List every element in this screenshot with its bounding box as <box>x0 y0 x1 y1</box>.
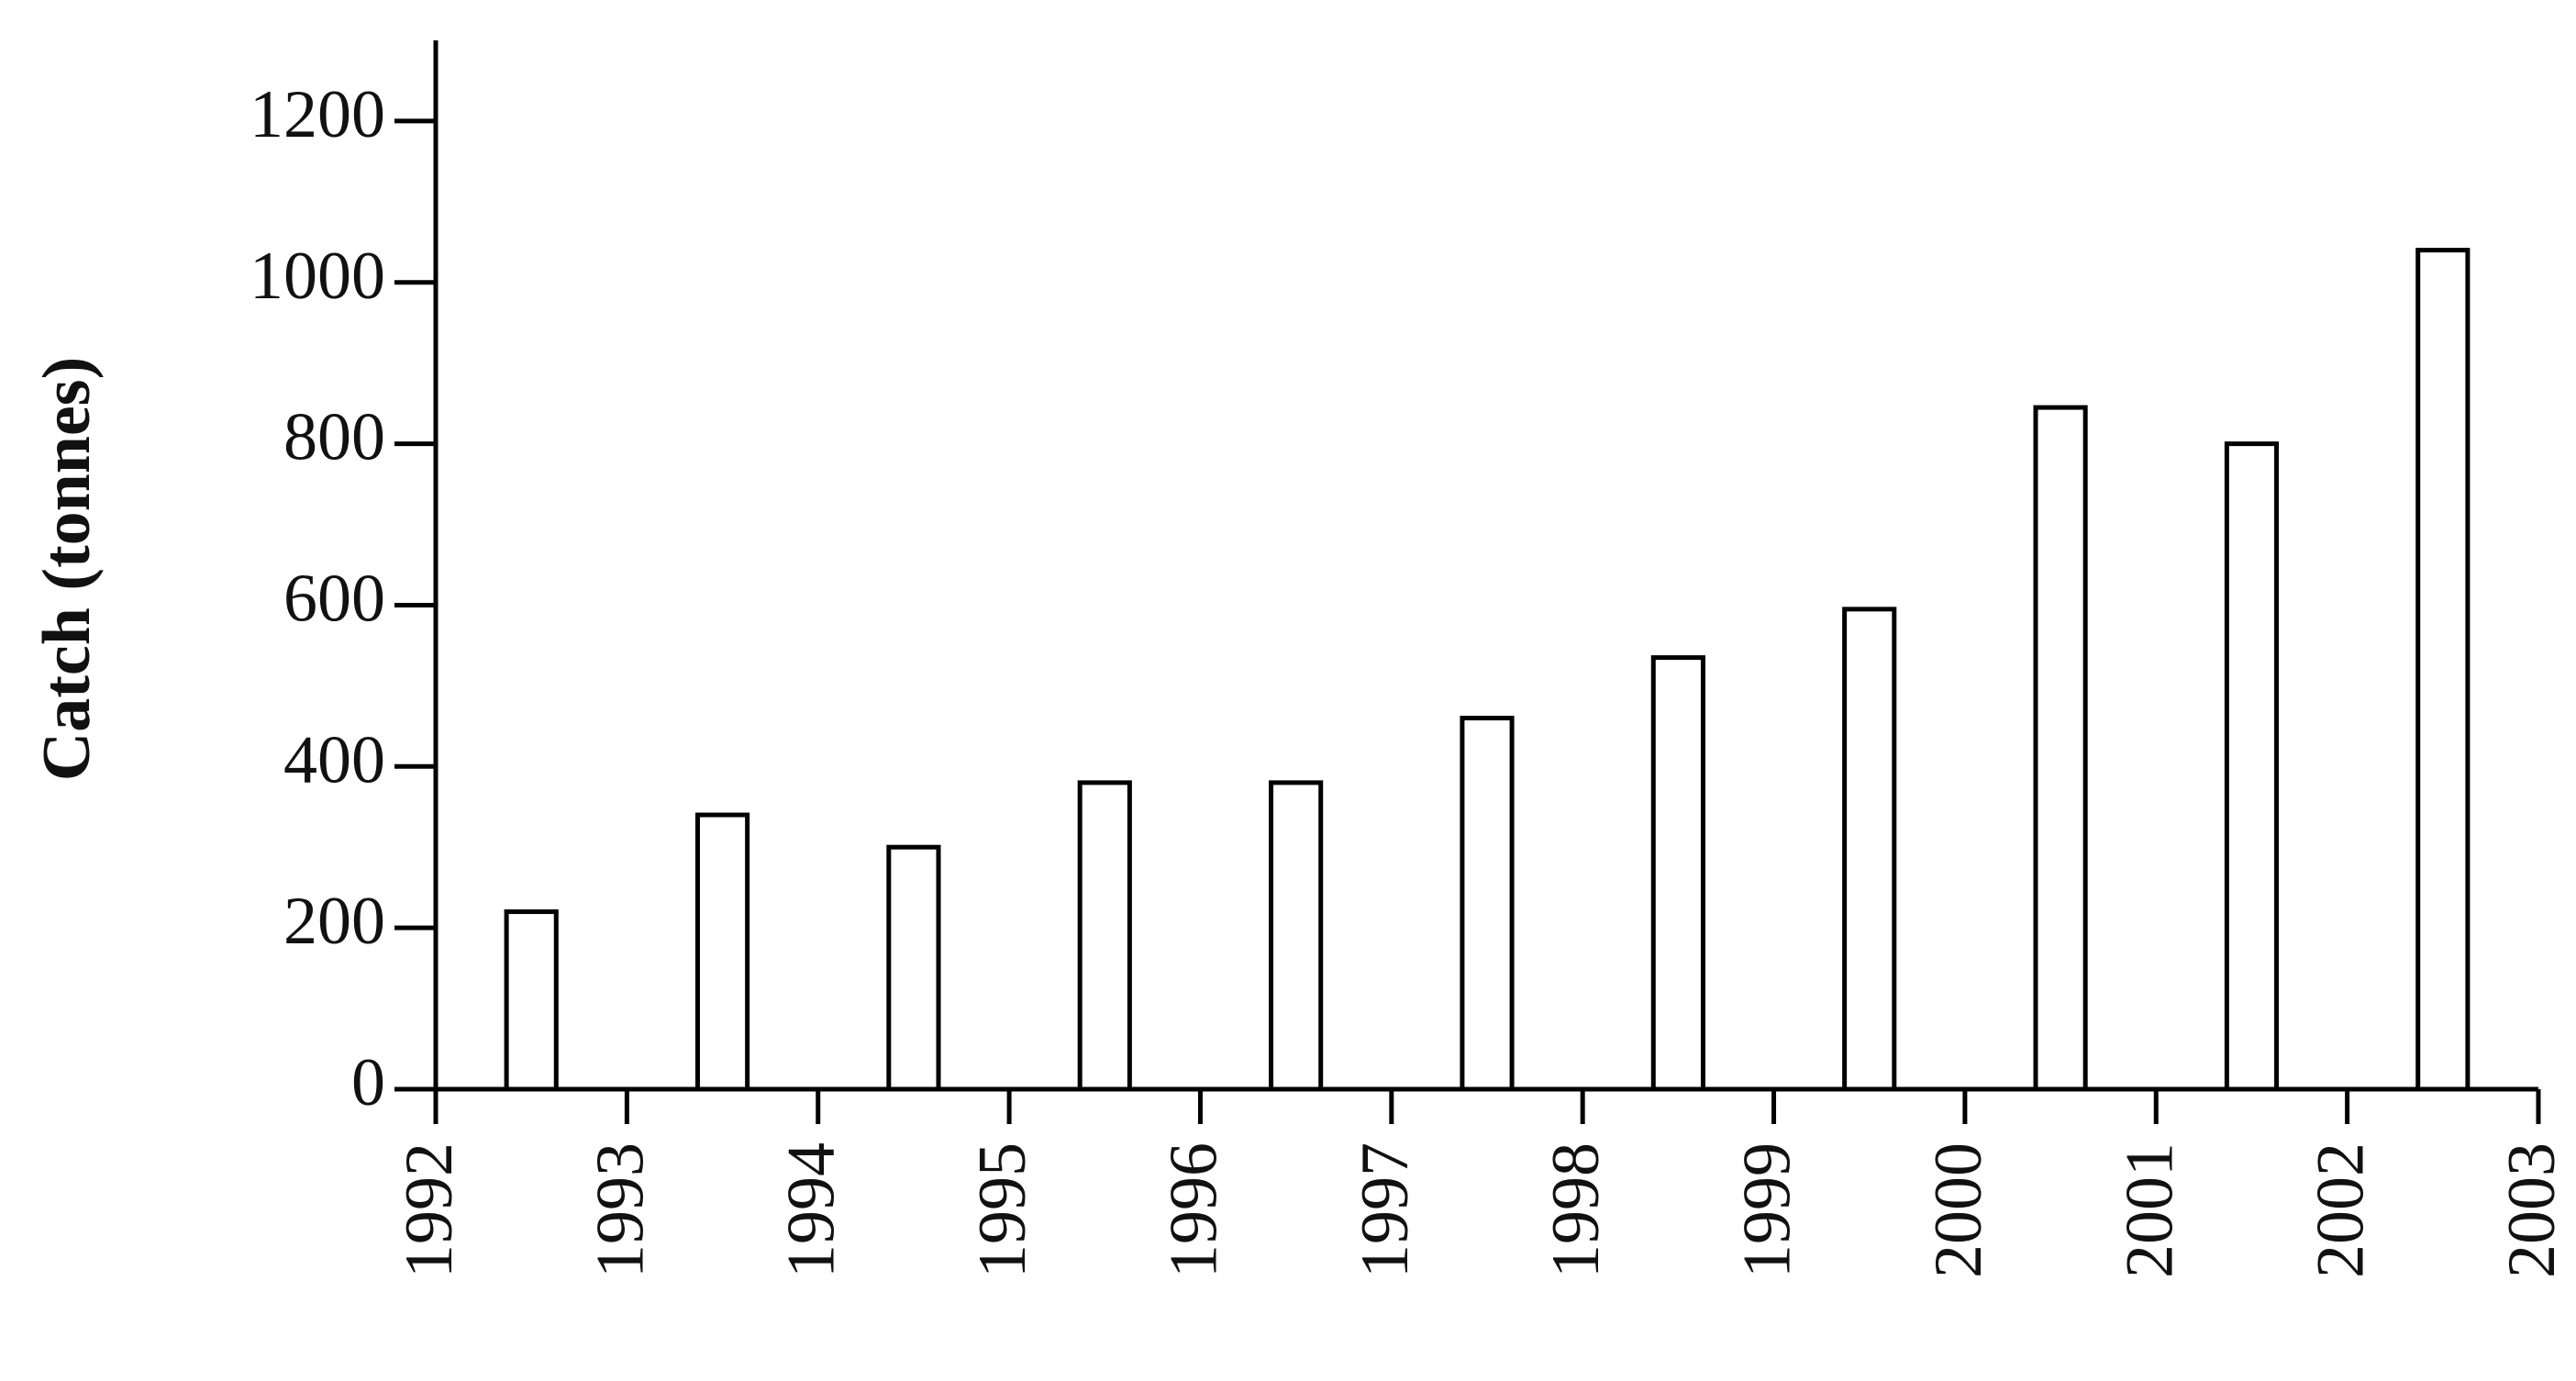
bar <box>2415 248 2471 1092</box>
x-tick-label: 1997 <box>1348 1142 1423 1278</box>
y-axis-label: Catch (tonnes) <box>29 357 105 781</box>
x-tick-label: 1994 <box>774 1142 849 1278</box>
bar <box>694 812 750 1092</box>
y-tick-label: 800 <box>283 400 385 475</box>
x-tick-label: 1998 <box>1538 1142 1614 1278</box>
x-tick-label: 1995 <box>965 1142 1040 1278</box>
bar <box>2224 441 2280 1092</box>
bar <box>1077 780 1132 1092</box>
bar <box>1269 780 1324 1092</box>
x-tick-label: 1999 <box>1730 1142 1805 1278</box>
x-tick-label: 2001 <box>2112 1142 2187 1278</box>
x-tick-label: 1993 <box>583 1142 658 1278</box>
bar <box>2033 405 2088 1092</box>
y-tick-label: 1000 <box>250 239 385 314</box>
y-tick-label: 0 <box>351 1045 385 1120</box>
x-tick-label: 2002 <box>2304 1142 2379 1278</box>
y-tick-label: 600 <box>283 561 385 636</box>
bar <box>1460 716 1515 1092</box>
y-tick-label: 200 <box>283 884 385 959</box>
bar <box>1650 655 1705 1092</box>
x-tick-label: 1996 <box>1156 1142 1231 1278</box>
y-tick-label: 400 <box>283 722 385 797</box>
bar <box>504 909 559 1092</box>
bar <box>1842 607 1897 1092</box>
y-tick-label: 1200 <box>250 77 385 152</box>
bar <box>886 844 941 1092</box>
x-tick-label: 2000 <box>1921 1142 1996 1278</box>
x-tick-label: 2003 <box>2494 1142 2570 1278</box>
x-tick-label: 1992 <box>392 1142 467 1278</box>
